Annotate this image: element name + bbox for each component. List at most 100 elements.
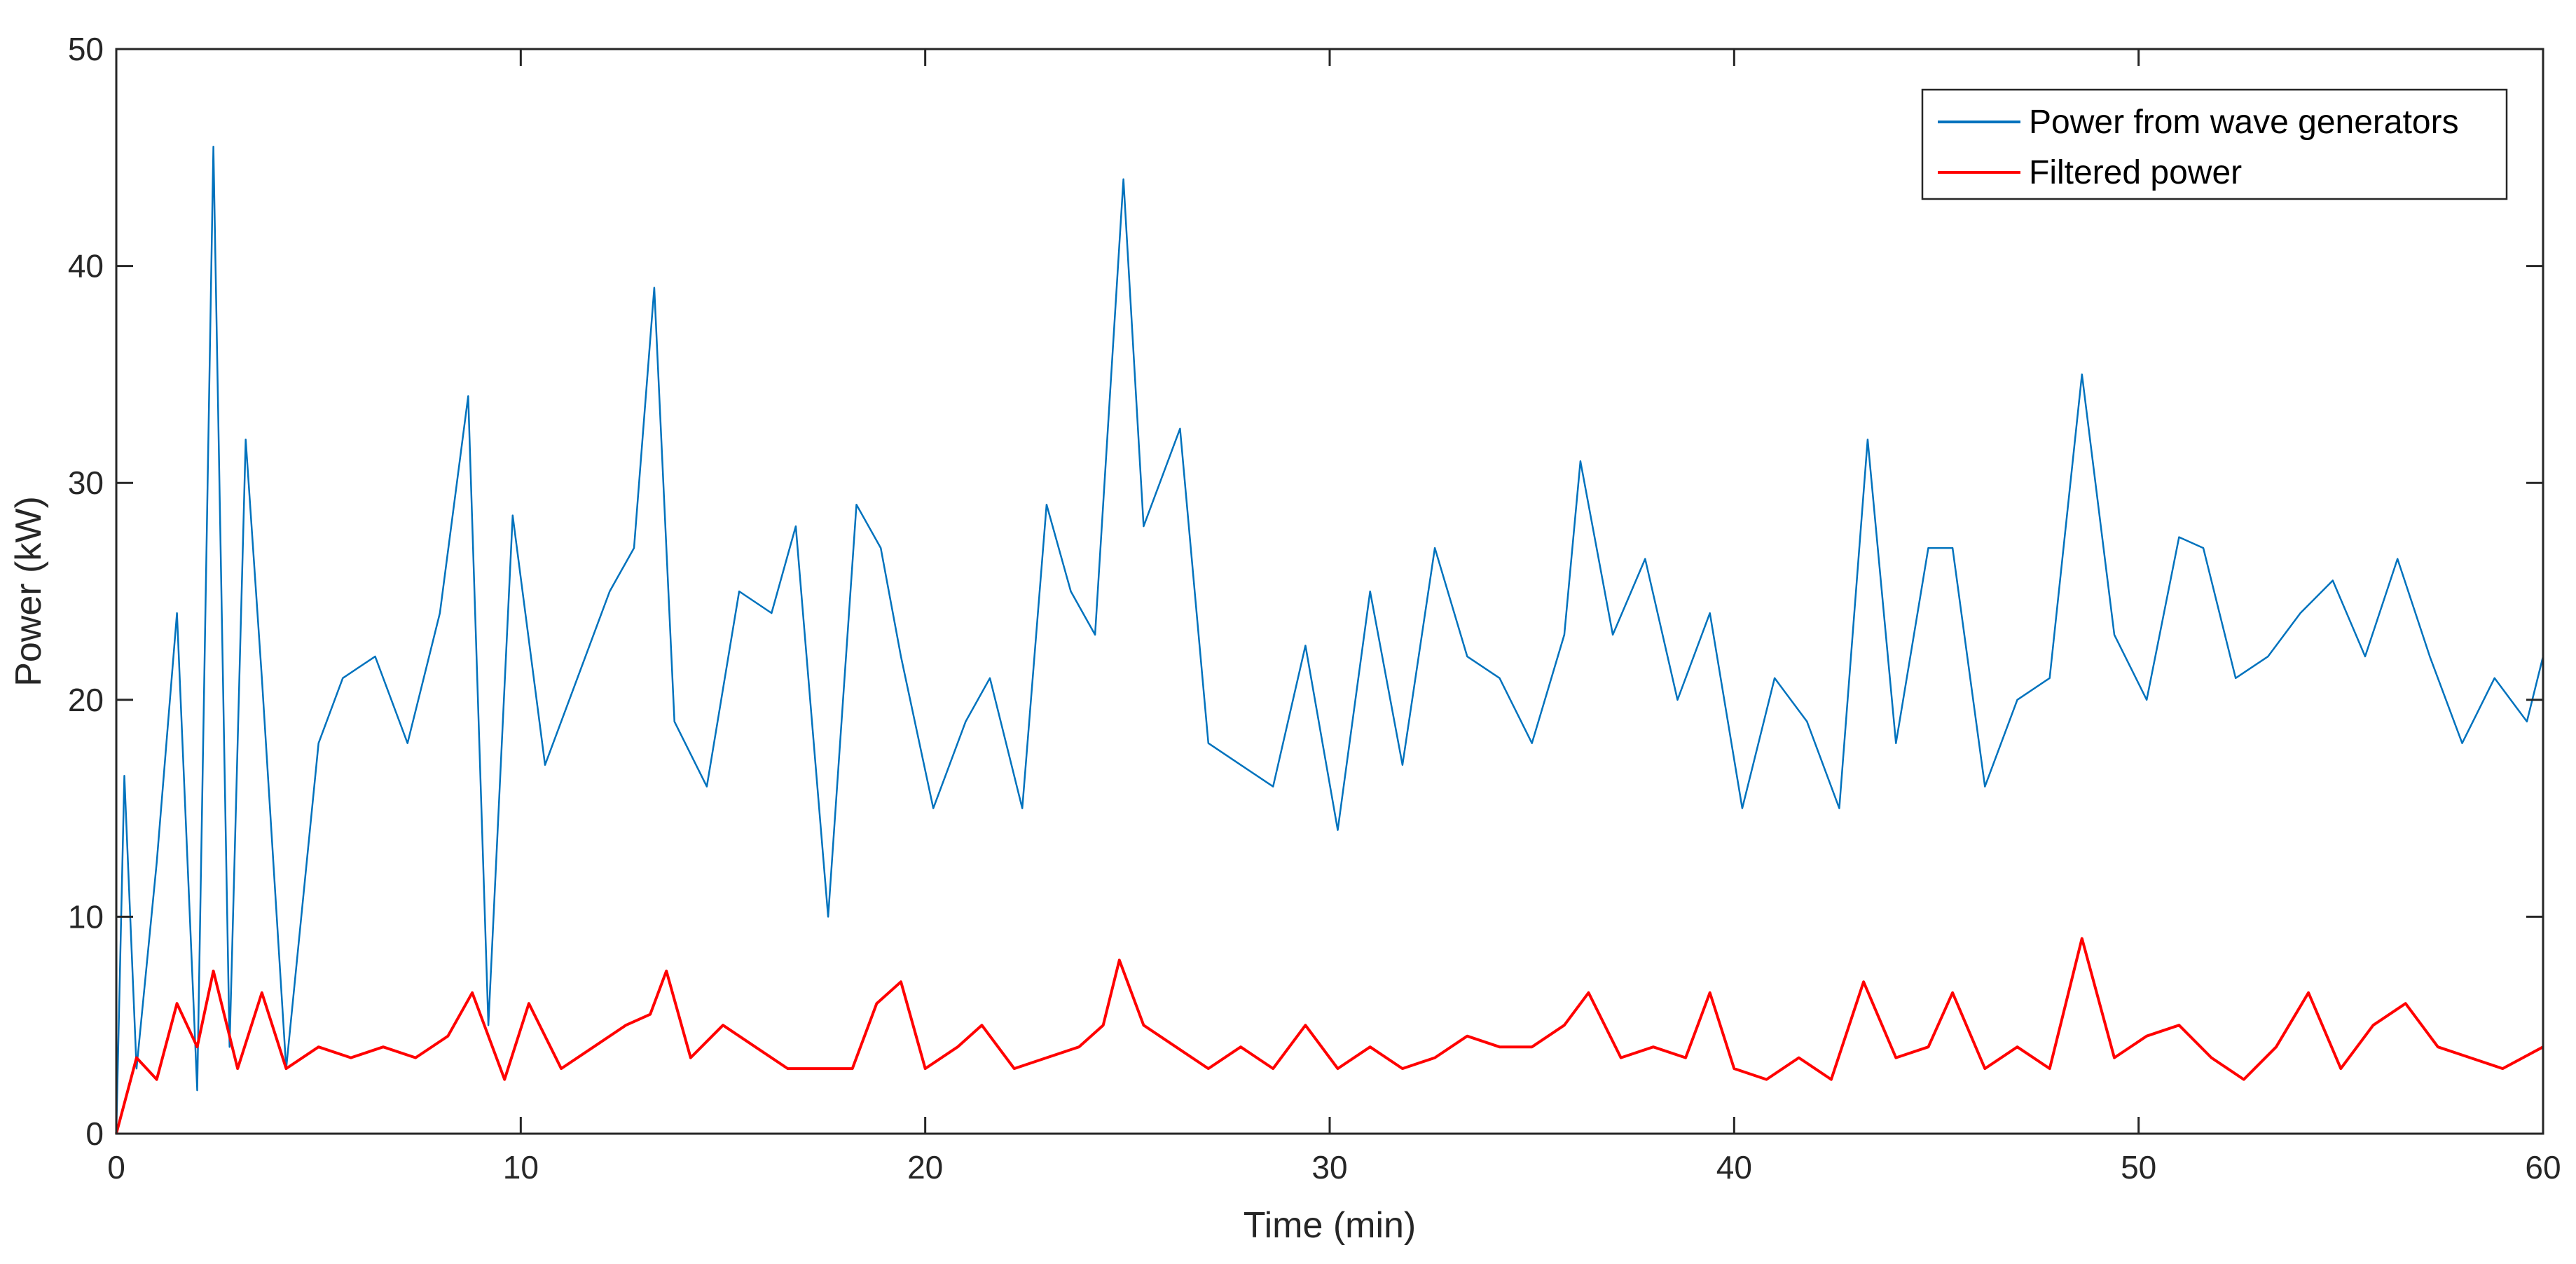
data-point-0-38 [1070,591,1072,592]
data-point-1-27 [851,1068,853,1069]
y-tick-label-0: 0 [85,1115,104,1152]
data-point-0-83 [2429,656,2431,657]
x-tick-label-6: 60 [2525,1149,2561,1186]
data-point-0-54 [1531,742,1533,744]
data-point-0-86 [2526,721,2528,722]
data-point-0-66 [1895,742,1897,744]
x-tick-label-0: 0 [107,1149,125,1186]
data-point-0-43 [1179,428,1181,430]
data-point-1-65 [1984,1068,1986,1069]
data-point-0-42 [1143,525,1145,527]
data-point-1-17 [560,1068,562,1069]
data-point-0-60 [1709,612,1711,614]
data-point-0-8 [244,439,247,441]
data-point-1-39 [1175,1046,1177,1047]
x-tick-label-2: 20 [907,1149,943,1186]
data-point-0-52 [1466,656,1468,657]
data-point-1-81 [2502,1068,2504,1069]
data-point-0-47 [1304,645,1307,647]
data-point-0-79 [2299,612,2301,614]
data-point-1-9 [317,1046,319,1047]
data-point-0-30 [855,504,857,505]
legend-box [1921,88,2508,200]
data-point-1-4 [196,1046,198,1047]
data-point-1-35 [1078,1046,1080,1047]
data-point-0-40 [1110,373,1112,376]
data-point-0-58 [1644,558,1646,560]
data-point-1-58 [1765,1078,1768,1080]
series-line-0 [115,146,2544,1134]
data-point-1-16 [528,1003,530,1004]
data-point-1-26 [819,1068,821,1069]
data-point-1-57 [1733,1068,1735,1069]
data-point-1-47 [1434,1057,1435,1059]
data-point-0-31 [880,547,881,549]
data-point-1-67 [2048,1068,2051,1069]
data-point-1-6 [237,1068,239,1069]
data-point-0-37 [1046,504,1047,505]
data-point-0-77 [2235,678,2236,679]
data-point-1-1 [136,1057,137,1059]
data-point-1-15 [504,1078,505,1080]
data-point-1-43 [1304,1024,1307,1026]
data-point-1-20 [649,1013,651,1015]
data-point-0-81 [2364,656,2366,657]
data-point-1-38 [1143,1024,1145,1026]
data-point-0-68 [1952,547,1953,549]
data-point-1-77 [2372,1024,2374,1026]
data-point-0-65 [1867,439,1868,441]
data-point-1-79 [2437,1046,2439,1047]
plot-area [116,49,2543,1134]
data-point-0-71 [2048,678,2051,679]
legend-label-1: Filtered power [2029,154,2242,191]
x-axis-label: Time (min) [1244,1205,1417,1246]
data-point-0-9 [261,678,263,679]
data-point-0-61 [1742,807,1743,809]
data-point-0-46 [1272,785,1274,788]
data-point-0-1 [123,775,125,776]
data-point-1-11 [383,1046,384,1047]
data-point-0-18 [512,514,514,516]
data-point-1-30 [924,1068,926,1069]
data-point-1-69 [2114,1057,2115,1059]
data-point-1-51 [1564,1024,1565,1026]
data-point-1-70 [2146,1035,2147,1037]
data-point-1-18 [593,1046,595,1047]
data-point-0-6 [212,146,214,148]
data-point-0-36 [1021,807,1023,809]
data-point-0-16 [467,395,469,397]
data-point-0-28 [795,525,797,527]
data-point-0-82 [2397,558,2398,560]
data-point-1-64 [1952,992,1953,994]
data-point-0-80 [2332,579,2334,582]
data-point-0-39 [1094,634,1096,636]
y-tick-label-3: 30 [68,465,104,501]
data-point-0-13 [374,656,376,657]
data-point-1-34 [1046,1057,1047,1059]
data-point-1-68 [2081,937,2083,940]
data-point-1-74 [2275,1046,2277,1047]
data-point-0-75 [2178,536,2180,538]
data-point-1-19 [625,1024,627,1026]
data-point-0-3 [156,862,158,863]
data-point-1-8 [285,1068,287,1069]
data-point-0-26 [738,591,740,592]
data-point-0-12 [342,678,344,679]
data-point-1-45 [1369,1046,1371,1047]
data-point-1-10 [350,1057,352,1059]
data-point-0-23 [654,287,655,289]
data-point-1-63 [1927,1046,1929,1047]
data-point-1-24 [755,1046,756,1047]
data-point-1-61 [1863,981,1864,983]
data-point-0-57 [1612,634,1613,636]
data-point-1-12 [415,1057,416,1059]
data-point-0-72 [2081,373,2083,376]
data-point-1-59 [1798,1057,1800,1059]
data-point-1-21 [666,970,667,972]
data-point-0-76 [2203,547,2204,549]
data-point-1-50 [1531,1046,1533,1047]
data-point-0-4 [176,612,178,614]
data-point-0-63 [1806,721,1808,722]
y-axis-label: Power (kW) [8,496,49,687]
